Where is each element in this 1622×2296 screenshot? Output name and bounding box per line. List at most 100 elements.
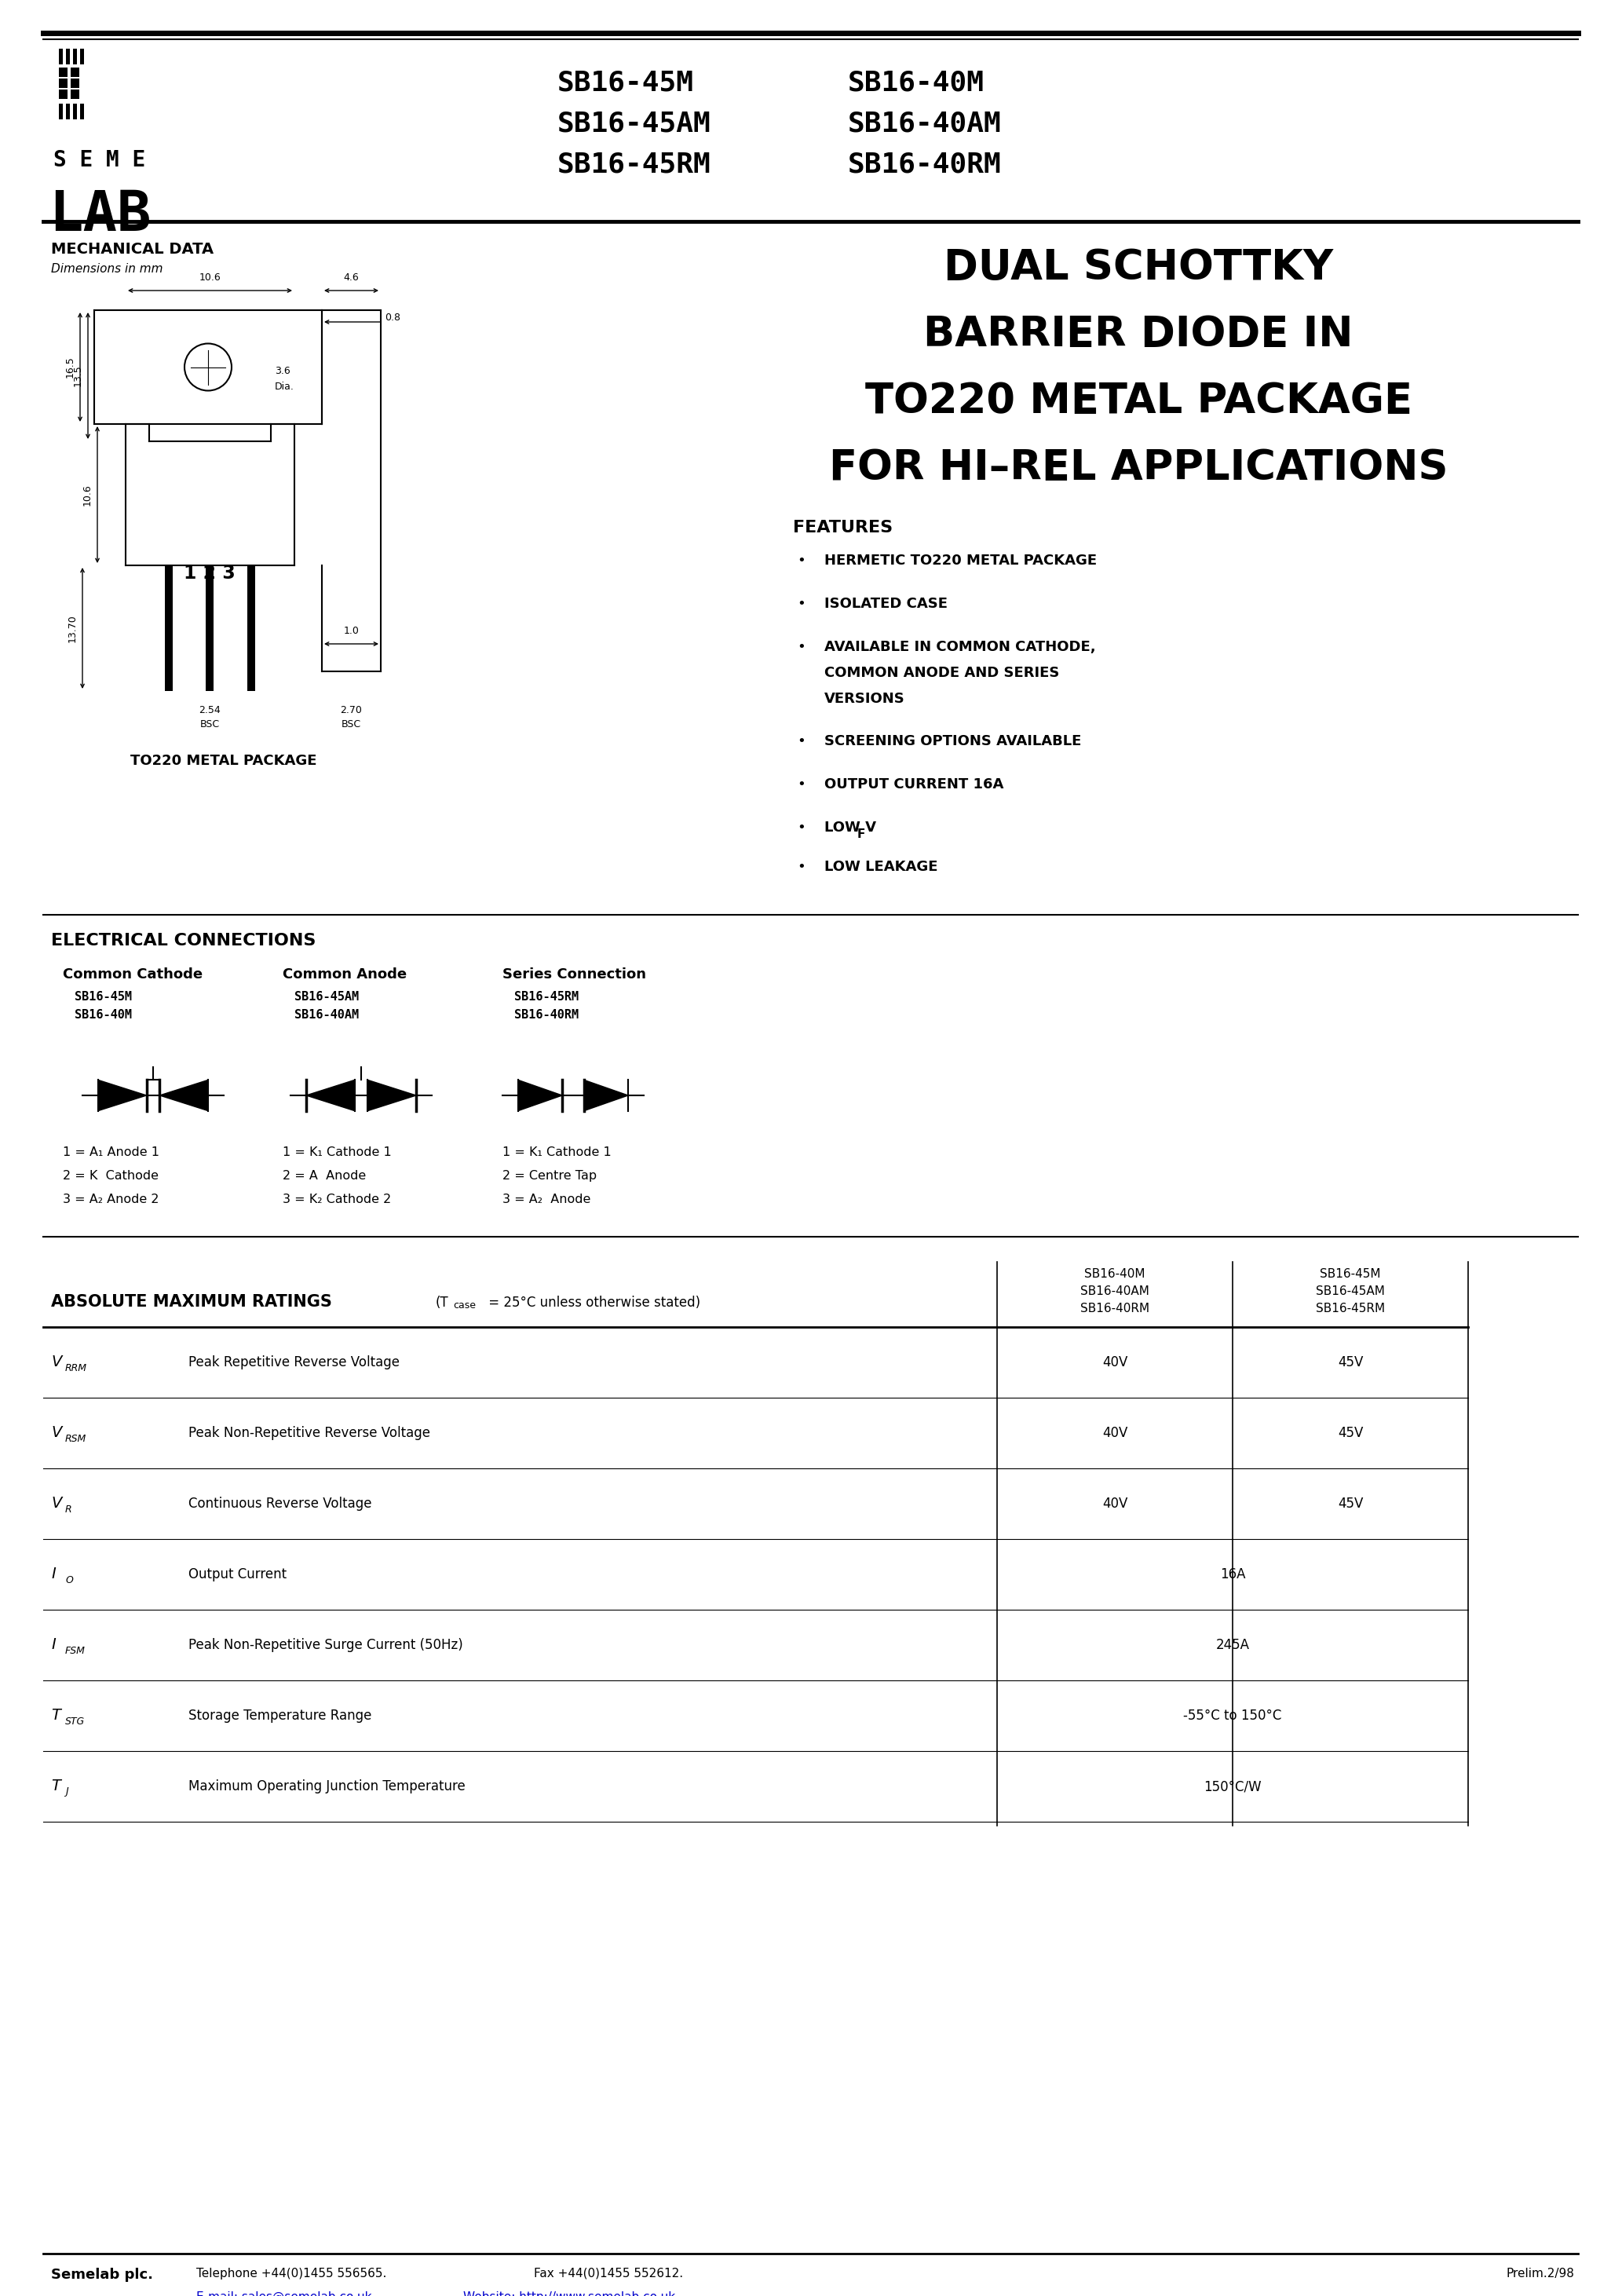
Text: -55°C to 150°C: -55°C to 150°C [1184, 1708, 1281, 1722]
Text: SB16-45M: SB16-45M [1320, 1267, 1380, 1279]
Text: •: • [796, 859, 805, 875]
Text: 150°C/W: 150°C/W [1204, 1779, 1262, 1793]
Text: Continuous Reverse Voltage: Continuous Reverse Voltage [188, 1497, 371, 1511]
Text: Peak Repetitive Reverse Voltage: Peak Repetitive Reverse Voltage [188, 1355, 399, 1368]
Bar [73, 48, 76, 64]
Text: COMMON ANODE AND SERIES: COMMON ANODE AND SERIES [824, 666, 1059, 680]
Text: •: • [796, 735, 805, 748]
Polygon shape [584, 1079, 628, 1111]
Text: ISOLATED CASE: ISOLATED CASE [824, 597, 947, 611]
Text: SCREENING OPTIONS AVAILABLE: SCREENING OPTIONS AVAILABLE [824, 735, 1082, 748]
Text: •: • [796, 641, 805, 654]
Text: FSM: FSM [65, 1646, 86, 1655]
Polygon shape [517, 1079, 563, 1111]
Text: 3 = K₂ Cathode 2: 3 = K₂ Cathode 2 [282, 1194, 391, 1205]
Text: TO220 METAL PACKAGE: TO220 METAL PACKAGE [865, 381, 1413, 422]
Text: 10.6: 10.6 [83, 484, 92, 505]
Text: 13.70: 13.70 [68, 613, 78, 643]
Bar [71, 90, 79, 99]
Text: 2.54: 2.54 [200, 705, 221, 716]
Bar [71, 67, 79, 78]
Text: Peak Non-Repetitive Surge Current (50Hz): Peak Non-Repetitive Surge Current (50Hz) [188, 1637, 462, 1653]
Text: SB16-40RM: SB16-40RM [514, 1008, 579, 1022]
Text: SB16-40AM: SB16-40AM [295, 1008, 358, 1022]
Text: Website: http://www.semelab.co.uk: Website: http://www.semelab.co.uk [464, 2291, 675, 2296]
Text: Prelim.2/98: Prelim.2/98 [1505, 2268, 1573, 2280]
Text: 3 = A₂  Anode: 3 = A₂ Anode [503, 1194, 590, 1205]
Text: 45V: 45V [1338, 1426, 1362, 1440]
Text: case: case [453, 1300, 475, 1311]
Text: SB16-45RM: SB16-45RM [1315, 1302, 1385, 1316]
Text: Semelab plc.: Semelab plc. [50, 2268, 152, 2282]
Text: SB16-40M: SB16-40M [848, 69, 985, 96]
Text: J: J [65, 1786, 68, 1798]
Text: 16.5: 16.5 [65, 356, 75, 377]
Text: •: • [796, 597, 805, 611]
Text: = 25°C unless otherwise stated): = 25°C unless otherwise stated) [485, 1295, 701, 1309]
Text: OUTPUT CURRENT 16A: OUTPUT CURRENT 16A [824, 778, 1004, 792]
Text: RRM: RRM [65, 1364, 88, 1373]
Text: E-mail: sales@semelab.co.uk: E-mail: sales@semelab.co.uk [196, 2291, 371, 2296]
Text: Telephone +44(0)1455 556565.: Telephone +44(0)1455 556565. [196, 2268, 386, 2280]
Polygon shape [99, 1079, 146, 1111]
Text: FEATURES: FEATURES [793, 519, 892, 535]
Text: TO220 METAL PACKAGE: TO220 METAL PACKAGE [130, 753, 316, 767]
Text: RSM: RSM [65, 1433, 86, 1444]
Text: 45V: 45V [1338, 1497, 1362, 1511]
Bar [165, 565, 172, 691]
Text: 40V: 40V [1101, 1426, 1127, 1440]
Text: 0.8: 0.8 [384, 312, 401, 324]
Text: SB16-40M: SB16-40M [1085, 1267, 1145, 1279]
Text: BARRIER DIODE IN: BARRIER DIODE IN [923, 315, 1353, 356]
Text: Common Anode: Common Anode [282, 967, 407, 980]
Text: SB16-45RM: SB16-45RM [558, 152, 710, 177]
Text: 1 = K₁ Cathode 1: 1 = K₁ Cathode 1 [503, 1146, 611, 1157]
Text: AVAILABLE IN COMMON CATHODE,: AVAILABLE IN COMMON CATHODE, [824, 641, 1096, 654]
Text: BSC: BSC [341, 719, 360, 730]
Text: •: • [796, 778, 805, 792]
Text: LOW LEAKAGE: LOW LEAKAGE [824, 859, 938, 875]
Text: Series Connection: Series Connection [503, 967, 646, 980]
Text: 2 = K  Cathode: 2 = K Cathode [63, 1171, 159, 1182]
Text: 1 2 3: 1 2 3 [183, 565, 235, 583]
Text: Peak Non-Repetitive Reverse Voltage: Peak Non-Repetitive Reverse Voltage [188, 1426, 430, 1440]
Text: 2 = Centre Tap: 2 = Centre Tap [503, 1171, 597, 1182]
Bar [79, 103, 84, 119]
Text: Dimensions in mm: Dimensions in mm [50, 264, 162, 276]
Text: Maximum Operating Junction Temperature: Maximum Operating Junction Temperature [188, 1779, 466, 1793]
Text: 40V: 40V [1101, 1355, 1127, 1368]
Bar [73, 103, 76, 119]
Text: T: T [50, 1779, 60, 1793]
Text: LOW V: LOW V [824, 820, 876, 836]
Bar [67, 103, 70, 119]
Text: 16A: 16A [1220, 1568, 1246, 1582]
Text: SB16-40AM: SB16-40AM [1080, 1286, 1150, 1297]
Text: Output Current: Output Current [188, 1568, 287, 1582]
Polygon shape [368, 1079, 417, 1111]
Bar [67, 48, 70, 64]
Text: VERSIONS: VERSIONS [824, 691, 905, 705]
Text: SB16-45AM: SB16-45AM [1315, 1286, 1385, 1297]
Text: Dia.: Dia. [274, 381, 294, 390]
Text: SB16-45M: SB16-45M [75, 992, 131, 1003]
Bar [58, 90, 68, 99]
Text: BSC: BSC [200, 719, 219, 730]
Text: MECHANICAL DATA: MECHANICAL DATA [50, 241, 214, 257]
Text: SB16-40AM: SB16-40AM [848, 110, 1001, 138]
Text: I: I [50, 1566, 55, 1582]
Text: DUAL SCHOTTKY: DUAL SCHOTTKY [944, 248, 1333, 289]
Text: ABSOLUTE MAXIMUM RATINGS: ABSOLUTE MAXIMUM RATINGS [50, 1295, 333, 1309]
Text: SB16-40RM: SB16-40RM [1080, 1302, 1150, 1316]
Text: STG: STG [65, 1715, 84, 1727]
Bar [206, 565, 214, 691]
Text: 2.70: 2.70 [341, 705, 362, 716]
Text: 40V: 40V [1101, 1497, 1127, 1511]
Text: 3.6: 3.6 [274, 367, 290, 377]
Text: HERMETIC TO220 METAL PACKAGE: HERMETIC TO220 METAL PACKAGE [824, 553, 1096, 567]
Text: 2 = A  Anode: 2 = A Anode [282, 1171, 367, 1182]
Text: V: V [50, 1355, 62, 1371]
Text: Storage Temperature Range: Storage Temperature Range [188, 1708, 371, 1722]
Text: ELECTRICAL CONNECTIONS: ELECTRICAL CONNECTIONS [50, 932, 316, 948]
Bar [79, 48, 84, 64]
Bar [58, 48, 63, 64]
